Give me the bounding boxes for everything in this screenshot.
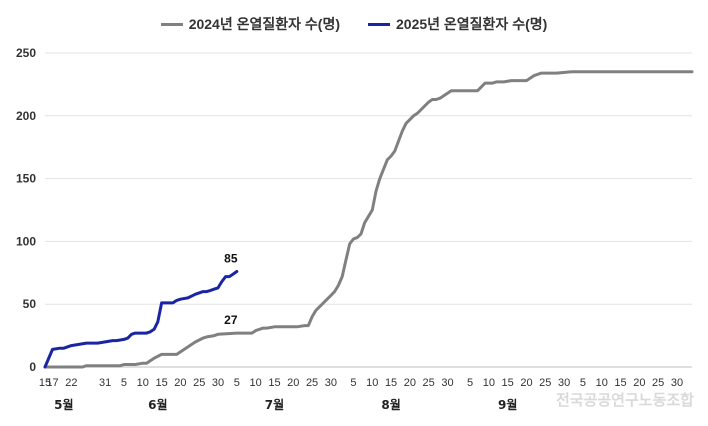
month-label: 8월 bbox=[381, 397, 400, 412]
x-tick-label: 10 bbox=[596, 377, 608, 389]
month-label: 6월 bbox=[148, 397, 167, 412]
chart-legend: 2024년 온열질환자 수(명) 2025년 온열질환자 수(명) bbox=[0, 14, 708, 34]
data-label: 27 bbox=[224, 313, 238, 327]
series-line-2025 bbox=[43, 270, 239, 369]
x-tick-label: 20 bbox=[174, 377, 186, 389]
x-tick-label: 30 bbox=[325, 377, 337, 389]
x-tick-label: 22 bbox=[65, 377, 77, 389]
data-labels: 27 85 bbox=[224, 252, 238, 328]
x-tick-label: 20 bbox=[404, 377, 416, 389]
x-tick-label: 20 bbox=[287, 377, 299, 389]
data-label: 85 bbox=[224, 252, 238, 266]
y-tick-label: 100 bbox=[16, 234, 36, 248]
x-tick-label: 25 bbox=[652, 377, 664, 389]
x-tick-label: 10 bbox=[483, 377, 495, 389]
legend-item-2025: 2025년 온열질환자 수(명) bbox=[368, 14, 547, 34]
x-tick-label: 15 bbox=[155, 377, 167, 389]
series-lines bbox=[43, 70, 694, 369]
x-tick-label: 10 bbox=[137, 377, 149, 389]
y-tick-label: 250 bbox=[16, 46, 36, 60]
y-axis: 0 50 100 150 200 250 bbox=[16, 46, 36, 374]
month-label: 5월 bbox=[54, 397, 73, 412]
x-tick-label: 5 bbox=[121, 377, 127, 389]
x-tick-label: 20 bbox=[633, 377, 645, 389]
x-tick-label: 25 bbox=[423, 377, 435, 389]
series-line-2024 bbox=[43, 70, 694, 369]
month-label: 9월 bbox=[498, 397, 517, 412]
x-tick-label: 31 bbox=[99, 377, 111, 389]
x-tick-label: 30 bbox=[671, 377, 683, 389]
x-tick-label: 10 bbox=[250, 377, 262, 389]
y-tick-label: 150 bbox=[16, 172, 36, 186]
legend-swatch-2024 bbox=[160, 22, 183, 26]
x-tick-label: 25 bbox=[539, 377, 551, 389]
x-tick-label: 30 bbox=[441, 377, 453, 389]
x-tick-label: 20 bbox=[520, 377, 532, 389]
x-tick-label: 15 bbox=[502, 377, 514, 389]
x-tick-label: 17 bbox=[46, 377, 58, 389]
legend-swatch-2025 bbox=[368, 22, 390, 26]
x-tick-label: 15 bbox=[385, 377, 397, 389]
x-tick-label: 5 bbox=[467, 377, 473, 389]
x-tick-label: 30 bbox=[212, 377, 224, 389]
x-tick-label: 5 bbox=[234, 377, 240, 389]
x-tick-label: 5 bbox=[350, 377, 356, 389]
x-tick-label: 25 bbox=[306, 377, 318, 389]
legend-label-2024: 2024년 온열질환자 수(명) bbox=[188, 16, 340, 32]
y-tick-label: 200 bbox=[16, 109, 36, 123]
x-tick-label: 10 bbox=[366, 377, 378, 389]
x-tick-label: 30 bbox=[558, 377, 570, 389]
watermark: 전국공공연구노동조합 bbox=[555, 391, 694, 409]
x-tick-label: 15 bbox=[39, 377, 51, 389]
month-label: 7월 bbox=[265, 397, 284, 412]
legend-item-2024: 2024년 온열질환자 수(명) bbox=[160, 14, 340, 34]
y-tick-label: 0 bbox=[29, 360, 36, 374]
x-tick-label: 25 bbox=[193, 377, 205, 389]
y-tick-label: 50 bbox=[23, 297, 37, 311]
x-tick-label: 15 bbox=[268, 377, 280, 389]
x-tick-label: 5 bbox=[580, 377, 586, 389]
grid-lines bbox=[45, 52, 692, 368]
x-tick-label: 15 bbox=[614, 377, 626, 389]
legend-label-2025: 2025년 온열질환자 수(명) bbox=[396, 16, 548, 32]
